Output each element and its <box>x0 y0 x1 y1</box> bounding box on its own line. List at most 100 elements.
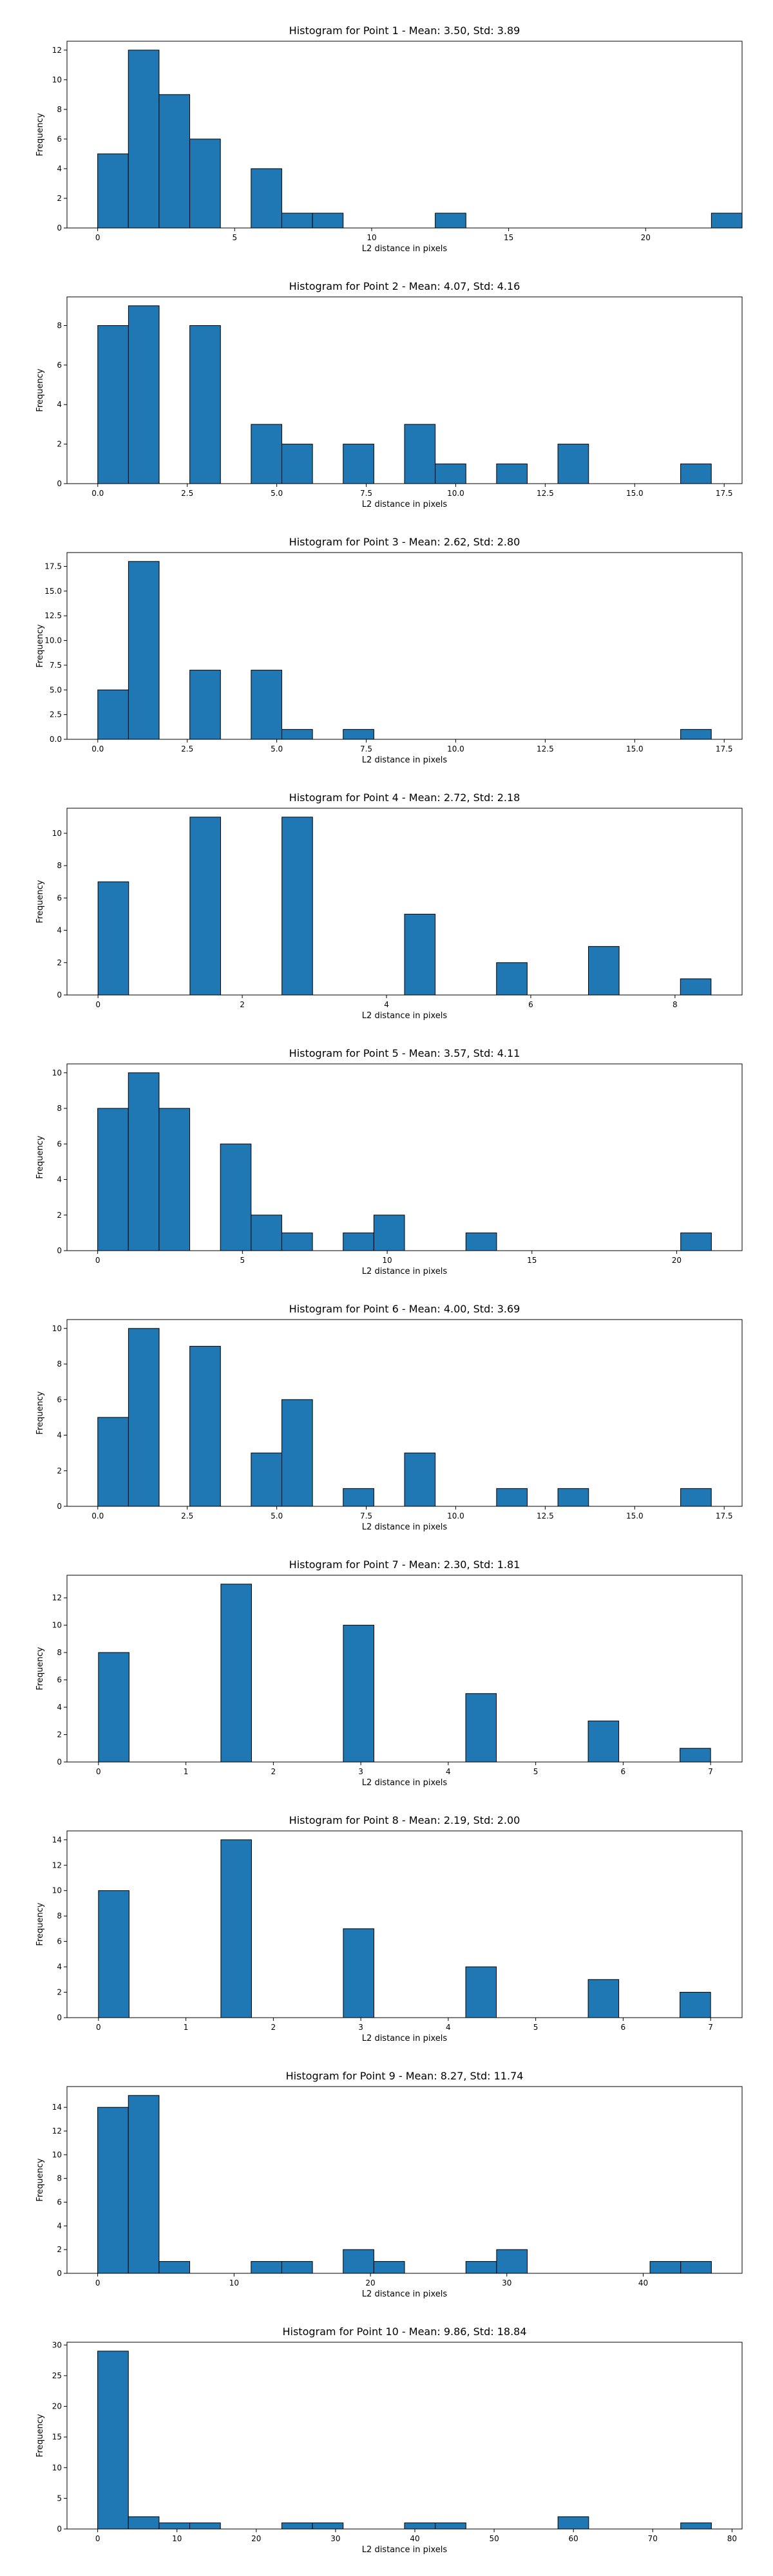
histogram-bar <box>97 2107 129 2274</box>
y-tick-label: 10 <box>52 1068 62 1077</box>
x-tick-label: 0 <box>95 233 100 242</box>
x-axis-label: L2 distance in pixels <box>362 1522 448 1532</box>
histogram-bar <box>343 2249 374 2274</box>
histogram-bar <box>128 305 160 484</box>
y-tick-label: 2 <box>57 2245 62 2254</box>
x-tick-label: 12.5 <box>537 1511 554 1520</box>
histogram-bar <box>343 1488 374 1507</box>
histogram-bar <box>404 913 436 996</box>
histogram-panel-7: Histogram for Point 7 - Mean: 2.30, Std:… <box>35 1558 743 1788</box>
histogram-bar <box>97 2351 129 2530</box>
y-tick-label: 2.5 <box>50 710 62 719</box>
histogram-bar <box>128 1328 160 1507</box>
x-tick-label: 10 <box>229 2278 239 2287</box>
plot-frame <box>66 1575 743 1763</box>
y-tick-label: 12.5 <box>44 611 62 620</box>
x-tick-label: 10 <box>367 233 376 242</box>
x-axis-label: L2 distance in pixels <box>362 1778 448 1788</box>
x-tick-label: 60 <box>569 2534 578 2543</box>
y-tick-label: 20 <box>52 2402 62 2411</box>
x-tick-label: 5 <box>533 2023 539 2032</box>
histogram-bar <box>251 2261 282 2274</box>
y-tick-label: 0 <box>57 2269 62 2278</box>
y-tick-label: 10 <box>52 2150 62 2159</box>
histogram-bar <box>281 2522 313 2530</box>
y-tick-label: 14 <box>52 1835 62 1844</box>
y-tick-label: 4 <box>57 1175 62 1184</box>
histogram-bar <box>281 1232 313 1251</box>
x-tick-label: 5.0 <box>271 489 283 498</box>
x-axis-label: L2 distance in pixels <box>362 2289 448 2299</box>
histogram-bar <box>128 561 160 740</box>
chart-title: Histogram for Point 1 - Mean: 3.50, Std:… <box>289 24 520 37</box>
x-tick-label: 20 <box>251 2534 261 2543</box>
histogram-panel-9: Histogram for Point 9 - Mean: 8.27, Std:… <box>35 2070 743 2299</box>
y-tick-label: 6 <box>57 1676 62 1685</box>
histogram-bar <box>435 213 466 229</box>
x-tick-label: 5 <box>533 1767 539 1776</box>
x-tick-label: 5.0 <box>271 744 283 753</box>
histogram-bar <box>711 213 743 229</box>
histogram-bar <box>373 1215 405 1251</box>
x-tick-label: 3 <box>358 2023 363 2032</box>
y-tick-label: 0 <box>57 2524 62 2533</box>
histogram-bar <box>680 978 712 996</box>
chart-title: Histogram for Point 5 - Mean: 3.57, Std:… <box>289 1047 520 1059</box>
histogram-bar <box>496 1488 528 1507</box>
y-tick-label: 25 <box>52 2371 62 2380</box>
y-tick-label: 0 <box>57 223 62 232</box>
histogram-bar <box>680 1488 712 1507</box>
histogram-bar <box>680 2522 712 2530</box>
y-tick-label: 10 <box>52 1621 62 1630</box>
y-tick-label: 6 <box>57 2198 62 2207</box>
y-axis-label: Frequency <box>35 880 45 923</box>
histogram-bar <box>680 1748 711 1763</box>
plot-frame <box>66 296 743 484</box>
histogram-panel-1: Histogram for Point 1 - Mean: 3.50, Std:… <box>35 24 743 254</box>
x-tick-label: 0 <box>95 2534 100 2543</box>
y-axis-label: Frequency <box>35 1902 45 1946</box>
x-tick-label: 4 <box>384 1000 389 1009</box>
histogram-bar <box>220 1584 252 1763</box>
chart-title: Histogram for Point 8 - Mean: 2.19, Std:… <box>289 1814 520 1826</box>
x-axis-label: L2 distance in pixels <box>362 755 448 765</box>
histogram-bar <box>251 168 282 229</box>
y-tick-label: 6 <box>57 361 62 370</box>
y-tick-label: 0 <box>57 1502 62 1511</box>
histogram-bar <box>680 729 712 740</box>
x-tick-label: 0 <box>95 1256 100 1265</box>
y-tick-label: 14 <box>52 2103 62 2112</box>
x-tick-label: 10.0 <box>447 1511 464 1520</box>
x-tick-label: 2.5 <box>181 1511 193 1520</box>
chart-title: Histogram for Point 9 - Mean: 8.27, Std:… <box>286 2070 524 2082</box>
chart-title: Histogram for Point 3 - Mean: 2.62, Std:… <box>289 536 520 548</box>
x-tick-label: 15 <box>504 233 513 242</box>
x-tick-label: 40 <box>410 2534 419 2543</box>
x-axis-label: L2 distance in pixels <box>362 1267 448 1276</box>
x-tick-label: 50 <box>489 2534 499 2543</box>
x-tick-label: 30 <box>330 2534 340 2543</box>
x-tick-label: 4 <box>446 2023 451 2032</box>
x-tick-label: 17.5 <box>716 744 733 753</box>
histogram-bar <box>587 1720 620 1763</box>
y-tick-label: 0 <box>57 1757 62 1766</box>
y-tick-label: 2 <box>57 1730 62 1739</box>
histogram-bar <box>281 213 313 229</box>
x-tick-label: 2.5 <box>181 489 193 498</box>
x-tick-label: 15.0 <box>626 744 644 753</box>
y-tick-label: 8 <box>57 321 62 330</box>
x-tick-label: 5.0 <box>271 1511 283 1520</box>
histogram-bar <box>282 817 313 996</box>
histogram-panel-10: Histogram for Point 10 - Mean: 9.86, Std… <box>35 2325 743 2555</box>
y-tick-label: 4 <box>57 400 62 409</box>
y-tick-label: 2 <box>57 194 62 203</box>
x-tick-label: 2 <box>240 1000 245 1009</box>
histogram-bar <box>465 1232 497 1251</box>
x-tick-label: 1 <box>184 2023 189 2032</box>
histogram-bar <box>189 1345 221 1507</box>
plot-frame <box>66 1063 743 1251</box>
y-tick-label: 12 <box>52 1861 62 1870</box>
histogram-panel-2: Histogram for Point 2 - Mean: 4.07, Std:… <box>35 280 743 509</box>
x-tick-label: 15.0 <box>626 1511 644 1520</box>
